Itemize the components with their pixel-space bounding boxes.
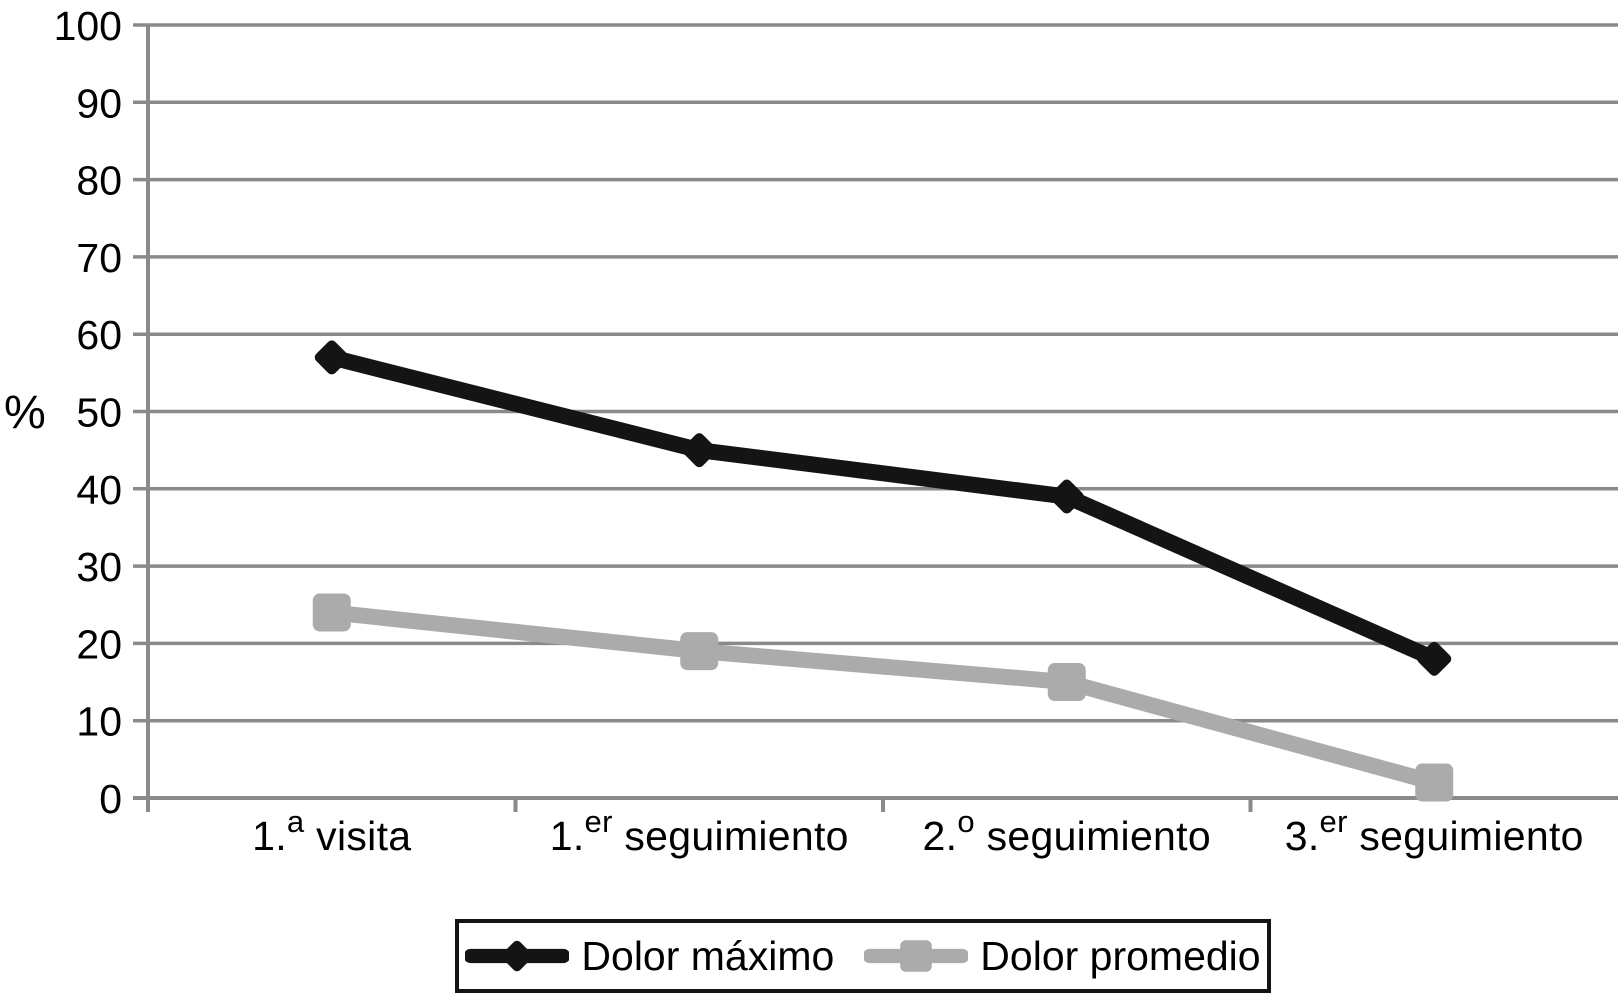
legend: Dolor máximo Dolor promedio [455,919,1271,993]
square-data-point-marker [312,593,351,632]
ordinal-superscript: er [1319,804,1348,840]
x-axis-label: 3.er seguimiento [1284,804,1584,859]
series-line-dolor-promedio [323,604,1443,791]
square-data-point-marker [680,632,719,671]
y-tick-label: 70 [76,235,122,281]
diamond-data-point-marker [682,433,717,468]
y-tick-label: 80 [76,158,122,204]
square-data-point-marker [900,940,933,972]
diamond-data-point-marker [314,340,349,375]
y-tick-label: 10 [76,699,122,745]
legend-item-dolor-maximo: Dolor máximo [465,933,834,980]
y-tick-label: 90 [76,80,122,126]
ordinal-superscript: o [957,804,975,840]
y-tick-label: 0 [99,776,122,822]
x-axis-label: 1.a visita [252,804,412,859]
x-axis-label: 2.o seguimiento [922,804,1211,859]
ordinal-superscript: er [584,804,613,840]
y-tick-label: 60 [76,312,122,358]
diamond-data-point-marker [1417,641,1452,676]
y-tick-label: 30 [76,544,122,590]
y-tick-label: 50 [76,390,122,436]
y-tick-label: 20 [76,621,122,667]
legend-label-dolor-maximo: Dolor máximo [581,932,835,979]
y-tick-label: 40 [76,467,122,513]
square-data-point-marker [1415,763,1454,802]
diamond-data-point-marker [1049,479,1084,514]
series-line-dolor-maximo [323,349,1443,667]
ordinal-superscript: a [286,804,305,840]
diamond-marker-icon [465,940,570,972]
legend-label-dolor-promedio: Dolor promedio [980,932,1261,979]
square-marker-icon [864,940,969,972]
y-tick-label: 100 [54,3,122,49]
diamond-data-point-marker [502,940,533,972]
y-axis-title: % [4,385,46,438]
x-axis-label: 1.er seguimiento [549,804,849,859]
square-data-point-marker [1047,663,1086,702]
legend-item-dolor-promedio: Dolor promedio [864,932,1261,980]
